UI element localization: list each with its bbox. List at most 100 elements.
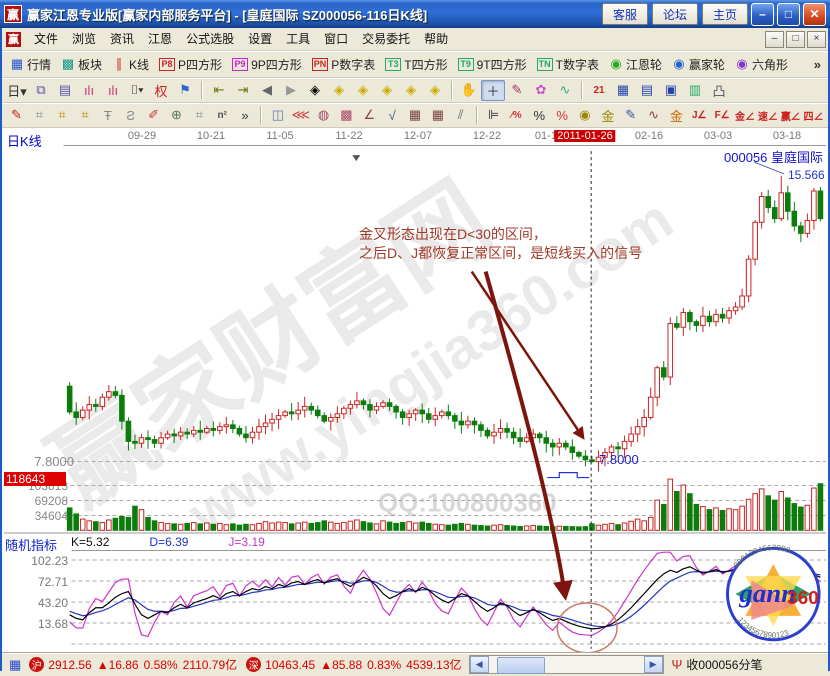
percent-gold-icon[interactable]: % [556,107,568,123]
kdj-indicator-title[interactable]: 随机指标 [5,538,58,553]
toolbar-button-hexagon[interactable]: ◉ 六角形 [730,53,793,76]
n-square-icon[interactable]: n² [217,109,227,121]
net-icon[interactable]: ▦ [408,107,422,122]
more-draw-icon[interactable]: » [241,107,249,123]
expand-h-icon[interactable]: ◈ [358,82,368,97]
kline-chart[interactable]: 赢家财富网 www.yingjia360.com QQ:100800360 [2,128,828,652]
measure-tool-line[interactable] [547,472,590,479]
fan-tool-icon[interactable]: Ŧ [103,107,112,123]
customer-service-button[interactable]: 客服 [602,3,648,25]
wave-avg-icon[interactable]: ∿ [648,107,659,122]
circle-m-icon[interactable]: ◍ [317,107,330,122]
pen-red-icon[interactable]: ✐ [148,107,160,122]
toolbar-button-t-square[interactable]: T3 T四方形 [380,53,452,76]
toolbar-button-9p-square[interactable]: P9 9P四方形 [227,53,307,76]
info-panel-icon[interactable]: ▤ [58,82,72,97]
minimize-button[interactable]: – [751,2,774,26]
bars-small-icon[interactable]: ılı [83,82,95,98]
quote-grid-icon[interactable]: ▦ [9,656,22,672]
menu-2[interactable]: 资讯 [110,32,135,46]
speed-angle-icon[interactable]: 速∠ [757,111,778,123]
net2-icon[interactable]: ▦ [431,107,444,122]
toolbar-button-gann-wheel[interactable]: ◉ 江恩轮 [604,53,667,76]
maximize-button[interactable]: □ [777,2,800,26]
brush-icon[interactable]: ✎ [10,107,22,122]
angle-lines-icon[interactable]: ∠ [363,107,376,122]
toolbar-overflow-icon[interactable]: » [813,56,821,72]
f-angle-icon[interactable]: F∠ [714,109,730,121]
menu-6[interactable]: 工具 [286,32,311,46]
mdi-close-button[interactable]: × [807,30,826,48]
percent-red-icon[interactable]: ⁄% [511,109,522,121]
gold-line-icon[interactable]: 金 [601,108,615,124]
gann-grid2-icon[interactable]: ⌗ [81,107,89,122]
check-wave-icon[interactable]: √ [388,107,396,123]
scrollbar-thumb[interactable] [496,657,545,674]
gold-circle-icon[interactable]: ◉ [579,107,591,122]
four-angle-icon[interactable]: 四∠ [803,111,824,123]
hand-tool-icon[interactable]: ✋ [460,82,478,97]
win-angle-icon[interactable]: 赢∠ [780,111,801,123]
horizontal-scrollbar[interactable]: ◀ ▶ [468,655,664,674]
bars-large-icon[interactable]: ılı [107,82,119,98]
forum-button[interactable]: 论坛 [652,3,698,25]
grid-icon[interactable]: ⌗ [35,107,43,122]
chart-export-icon[interactable]: ▥ [688,82,702,97]
rays-icon[interactable]: ⋘ [291,107,310,122]
menu-5[interactable]: 设置 [248,32,273,46]
hash-grid-icon[interactable]: ⌗ [195,107,203,122]
crosshair-tool-icon[interactable]: ＋ [481,79,505,101]
toolbar-button-quotes[interactable]: ▦ 行情 [5,53,56,76]
toolbar-button-winner-wheel[interactable]: ◉ 赢家轮 [667,53,730,76]
menu-7[interactable]: 窗口 [324,32,349,46]
notes-icon[interactable]: ▤ [640,82,654,97]
last-page-icon[interactable]: ⇥ [237,82,249,97]
next-bar-icon[interactable]: ▶ [286,82,296,97]
arc-tool-icon[interactable]: Ƨ [126,107,136,123]
gold-line2-icon[interactable]: 金 [669,108,683,124]
scrollbar-track[interactable] [489,657,644,674]
parallel-icon[interactable]: ⫽ [457,107,464,122]
ladder-icon[interactable]: ⊫ [487,107,500,122]
menu-1[interactable]: 浏览 [72,32,97,46]
pattern-icon[interactable]: ▩ [340,107,353,122]
pen-blue-icon[interactable]: ✎ [625,107,637,122]
mdi-minimize-button[interactable]: – [765,30,784,48]
shenzhen-index-icon[interactable]: 深 [246,657,262,672]
toolbar-button-p-square[interactable]: P8 P四方形 [154,53,227,76]
zoom-in-h-icon[interactable]: ◈ [334,82,344,97]
exrights-icon[interactable]: 权 [154,83,168,99]
wave-tool-icon[interactable]: ∿ [559,82,571,97]
tick-feed-label[interactable]: 收000056分笔 [686,658,763,672]
prev-bar-icon[interactable]: ◀ [262,82,272,97]
menu-0[interactable]: 文件 [34,32,59,46]
compress-h-icon[interactable]: ◈ [382,82,392,97]
menu-9[interactable]: 帮助 [424,32,449,46]
frame-tool-icon[interactable]: ◫ [271,107,284,122]
polyline-tool-icon[interactable]: ✎ [511,82,523,97]
calendar-21-icon[interactable]: 21 [593,84,605,96]
menu-3[interactable]: 江恩 [148,32,173,46]
compress-v-icon[interactable]: ◈ [430,82,440,97]
calculator-icon[interactable]: ▦ [616,82,630,97]
printer-icon[interactable]: 凸 [712,83,726,99]
homepage-button[interactable]: 主页 [702,3,748,25]
menu-8[interactable]: 交易委托 [362,32,411,46]
percent-icon[interactable]: % [533,107,546,123]
menu-4[interactable]: 公式选股 [186,32,235,46]
first-page-icon[interactable]: ⇤ [213,82,225,97]
scroll-right-icon[interactable]: ▶ [643,656,663,673]
gold-angle-icon[interactable]: 金∠ [734,111,755,123]
region-select-icon[interactable]: ⧉ [36,82,46,97]
flag-icon[interactable]: ⚑ [179,82,191,97]
toolbar-button-kline[interactable]: ∥ K线 [107,53,154,76]
j-angle-icon[interactable]: J∠ [691,109,707,121]
circle-grid-icon[interactable]: ⊕ [170,107,182,122]
toolbar-button-t-table[interactable]: TN T数字表 [532,53,604,76]
close-button[interactable]: ✕ [803,2,826,26]
scroll-left-icon[interactable]: ◀ [469,656,489,673]
toolbar-button-9t-square[interactable]: T9 9T四方形 [453,53,532,76]
gann-grid-icon[interactable]: ⌗ [58,107,66,122]
mdi-restore-button[interactable]: □ [786,30,805,48]
shanghai-index-icon[interactable]: 沪 [29,657,45,672]
